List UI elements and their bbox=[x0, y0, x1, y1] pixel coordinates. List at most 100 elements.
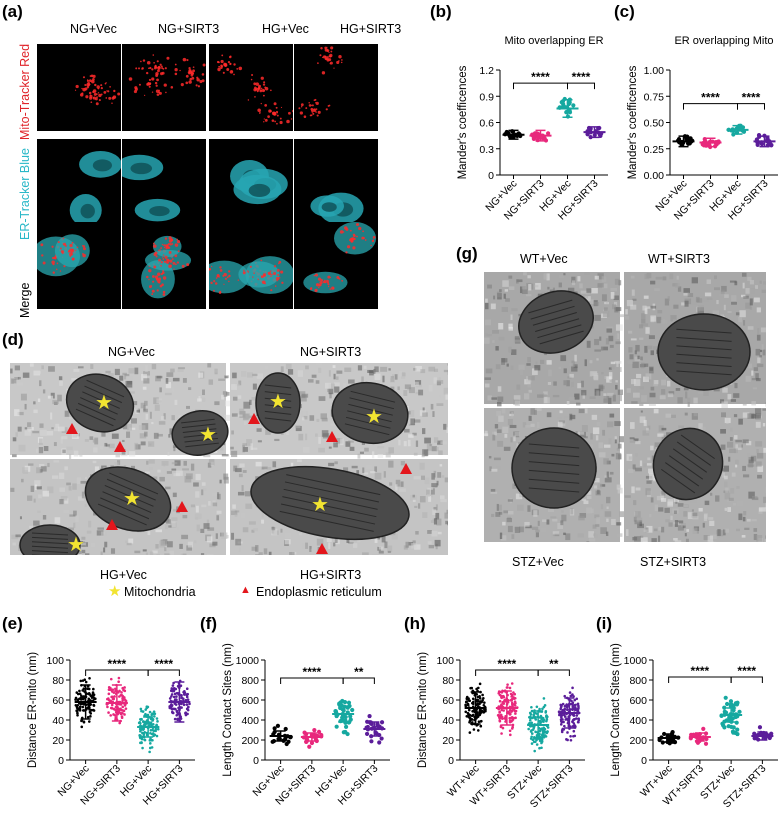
data-point bbox=[176, 718, 179, 722]
data-point bbox=[559, 723, 563, 726]
data-point bbox=[538, 729, 542, 733]
y-tick-label: 0.00 bbox=[644, 170, 665, 182]
data-point bbox=[509, 733, 512, 737]
data-point bbox=[530, 716, 534, 720]
micro-image-r1-c4 bbox=[294, 44, 378, 131]
data-point bbox=[312, 728, 317, 733]
y-tick-label: 100 bbox=[46, 655, 64, 667]
micro-image-r3-c1 bbox=[37, 222, 121, 309]
data-point bbox=[156, 727, 160, 731]
data-point bbox=[138, 727, 142, 731]
micro-image-r3-c2 bbox=[122, 222, 206, 309]
data-point bbox=[142, 733, 146, 737]
data-point bbox=[528, 719, 532, 722]
data-point bbox=[480, 719, 483, 723]
data-point bbox=[572, 695, 575, 698]
data-point bbox=[185, 695, 189, 699]
data-point bbox=[513, 704, 517, 707]
y-tick-label: 40 bbox=[52, 715, 64, 727]
data-point bbox=[530, 705, 533, 709]
data-point bbox=[120, 691, 123, 694]
data-point bbox=[704, 736, 709, 742]
mitochondrion bbox=[84, 466, 172, 532]
data-point bbox=[75, 710, 79, 713]
panel-a-row-1-label: Mito-Tracker Red bbox=[18, 43, 32, 140]
data-point bbox=[561, 702, 565, 706]
y-tick-label: 0.50 bbox=[644, 118, 665, 130]
data-point bbox=[180, 706, 183, 709]
data-point bbox=[76, 703, 79, 707]
data-point bbox=[477, 720, 481, 723]
data-point bbox=[546, 726, 550, 729]
data-point bbox=[722, 725, 727, 730]
y-tick-label: 600 bbox=[629, 695, 647, 707]
micro-image-r3-c3 bbox=[209, 222, 293, 309]
data-point bbox=[186, 712, 189, 716]
data-point bbox=[111, 688, 115, 692]
data-point bbox=[533, 716, 536, 719]
data-point bbox=[568, 691, 572, 694]
data-point bbox=[270, 739, 275, 744]
data-point bbox=[476, 729, 480, 732]
data-point bbox=[575, 717, 578, 720]
data-point bbox=[153, 715, 156, 718]
data-point bbox=[144, 722, 148, 726]
data-point bbox=[574, 725, 577, 728]
data-point bbox=[572, 718, 575, 721]
data-point bbox=[530, 732, 534, 735]
data-point bbox=[561, 708, 565, 712]
data-point bbox=[141, 746, 144, 750]
data-point bbox=[561, 727, 565, 731]
panel-c-label: (c) bbox=[614, 2, 635, 21]
data-point bbox=[510, 703, 514, 707]
data-point bbox=[79, 694, 83, 697]
data-point bbox=[171, 689, 175, 693]
data-point bbox=[506, 683, 509, 686]
data-point bbox=[542, 697, 546, 700]
data-point bbox=[513, 692, 517, 696]
data-point bbox=[506, 130, 511, 135]
data-point bbox=[477, 686, 480, 690]
data-point bbox=[541, 707, 544, 711]
data-point bbox=[544, 715, 548, 718]
data-point bbox=[114, 687, 117, 691]
data-point bbox=[151, 728, 154, 732]
data-point bbox=[508, 719, 512, 722]
micro-image-r3-c4 bbox=[294, 222, 378, 309]
data-point bbox=[508, 716, 511, 720]
data-point bbox=[500, 703, 503, 706]
data-point bbox=[141, 728, 145, 731]
data-point bbox=[112, 691, 116, 694]
y-tick-label: 400 bbox=[629, 715, 647, 727]
data-point bbox=[91, 691, 95, 694]
y-tick-label: 20 bbox=[442, 735, 454, 747]
y-tick-label: 200 bbox=[629, 735, 647, 747]
data-point bbox=[338, 705, 343, 711]
significance-label: **** bbox=[701, 91, 720, 105]
data-point bbox=[467, 708, 471, 712]
y-tick-label: 800 bbox=[241, 675, 259, 687]
data-point bbox=[540, 716, 544, 719]
data-point bbox=[118, 689, 121, 693]
data-point bbox=[346, 700, 352, 705]
data-point bbox=[179, 717, 183, 720]
y-tick-label: 0 bbox=[488, 170, 494, 182]
data-point bbox=[541, 733, 544, 736]
data-point bbox=[88, 710, 92, 714]
data-point bbox=[92, 687, 95, 691]
data-point bbox=[509, 712, 512, 716]
data-point bbox=[535, 743, 539, 746]
y-tick-label: 1.00 bbox=[644, 65, 665, 77]
y-tick-label: 1000 bbox=[236, 655, 260, 667]
data-point bbox=[173, 692, 177, 696]
y-tick-label: 0 bbox=[448, 755, 454, 767]
significance-bracket bbox=[730, 676, 763, 683]
data-point bbox=[703, 741, 709, 746]
data-point bbox=[151, 723, 155, 726]
data-point bbox=[184, 698, 188, 702]
y-axis-label: Distance ER-mito (nm) bbox=[27, 652, 39, 768]
significance-label: ** bbox=[354, 665, 364, 679]
mitochondrion bbox=[19, 524, 81, 555]
data-point bbox=[566, 731, 569, 734]
mitochondria-star-icon: ★ bbox=[311, 494, 329, 516]
